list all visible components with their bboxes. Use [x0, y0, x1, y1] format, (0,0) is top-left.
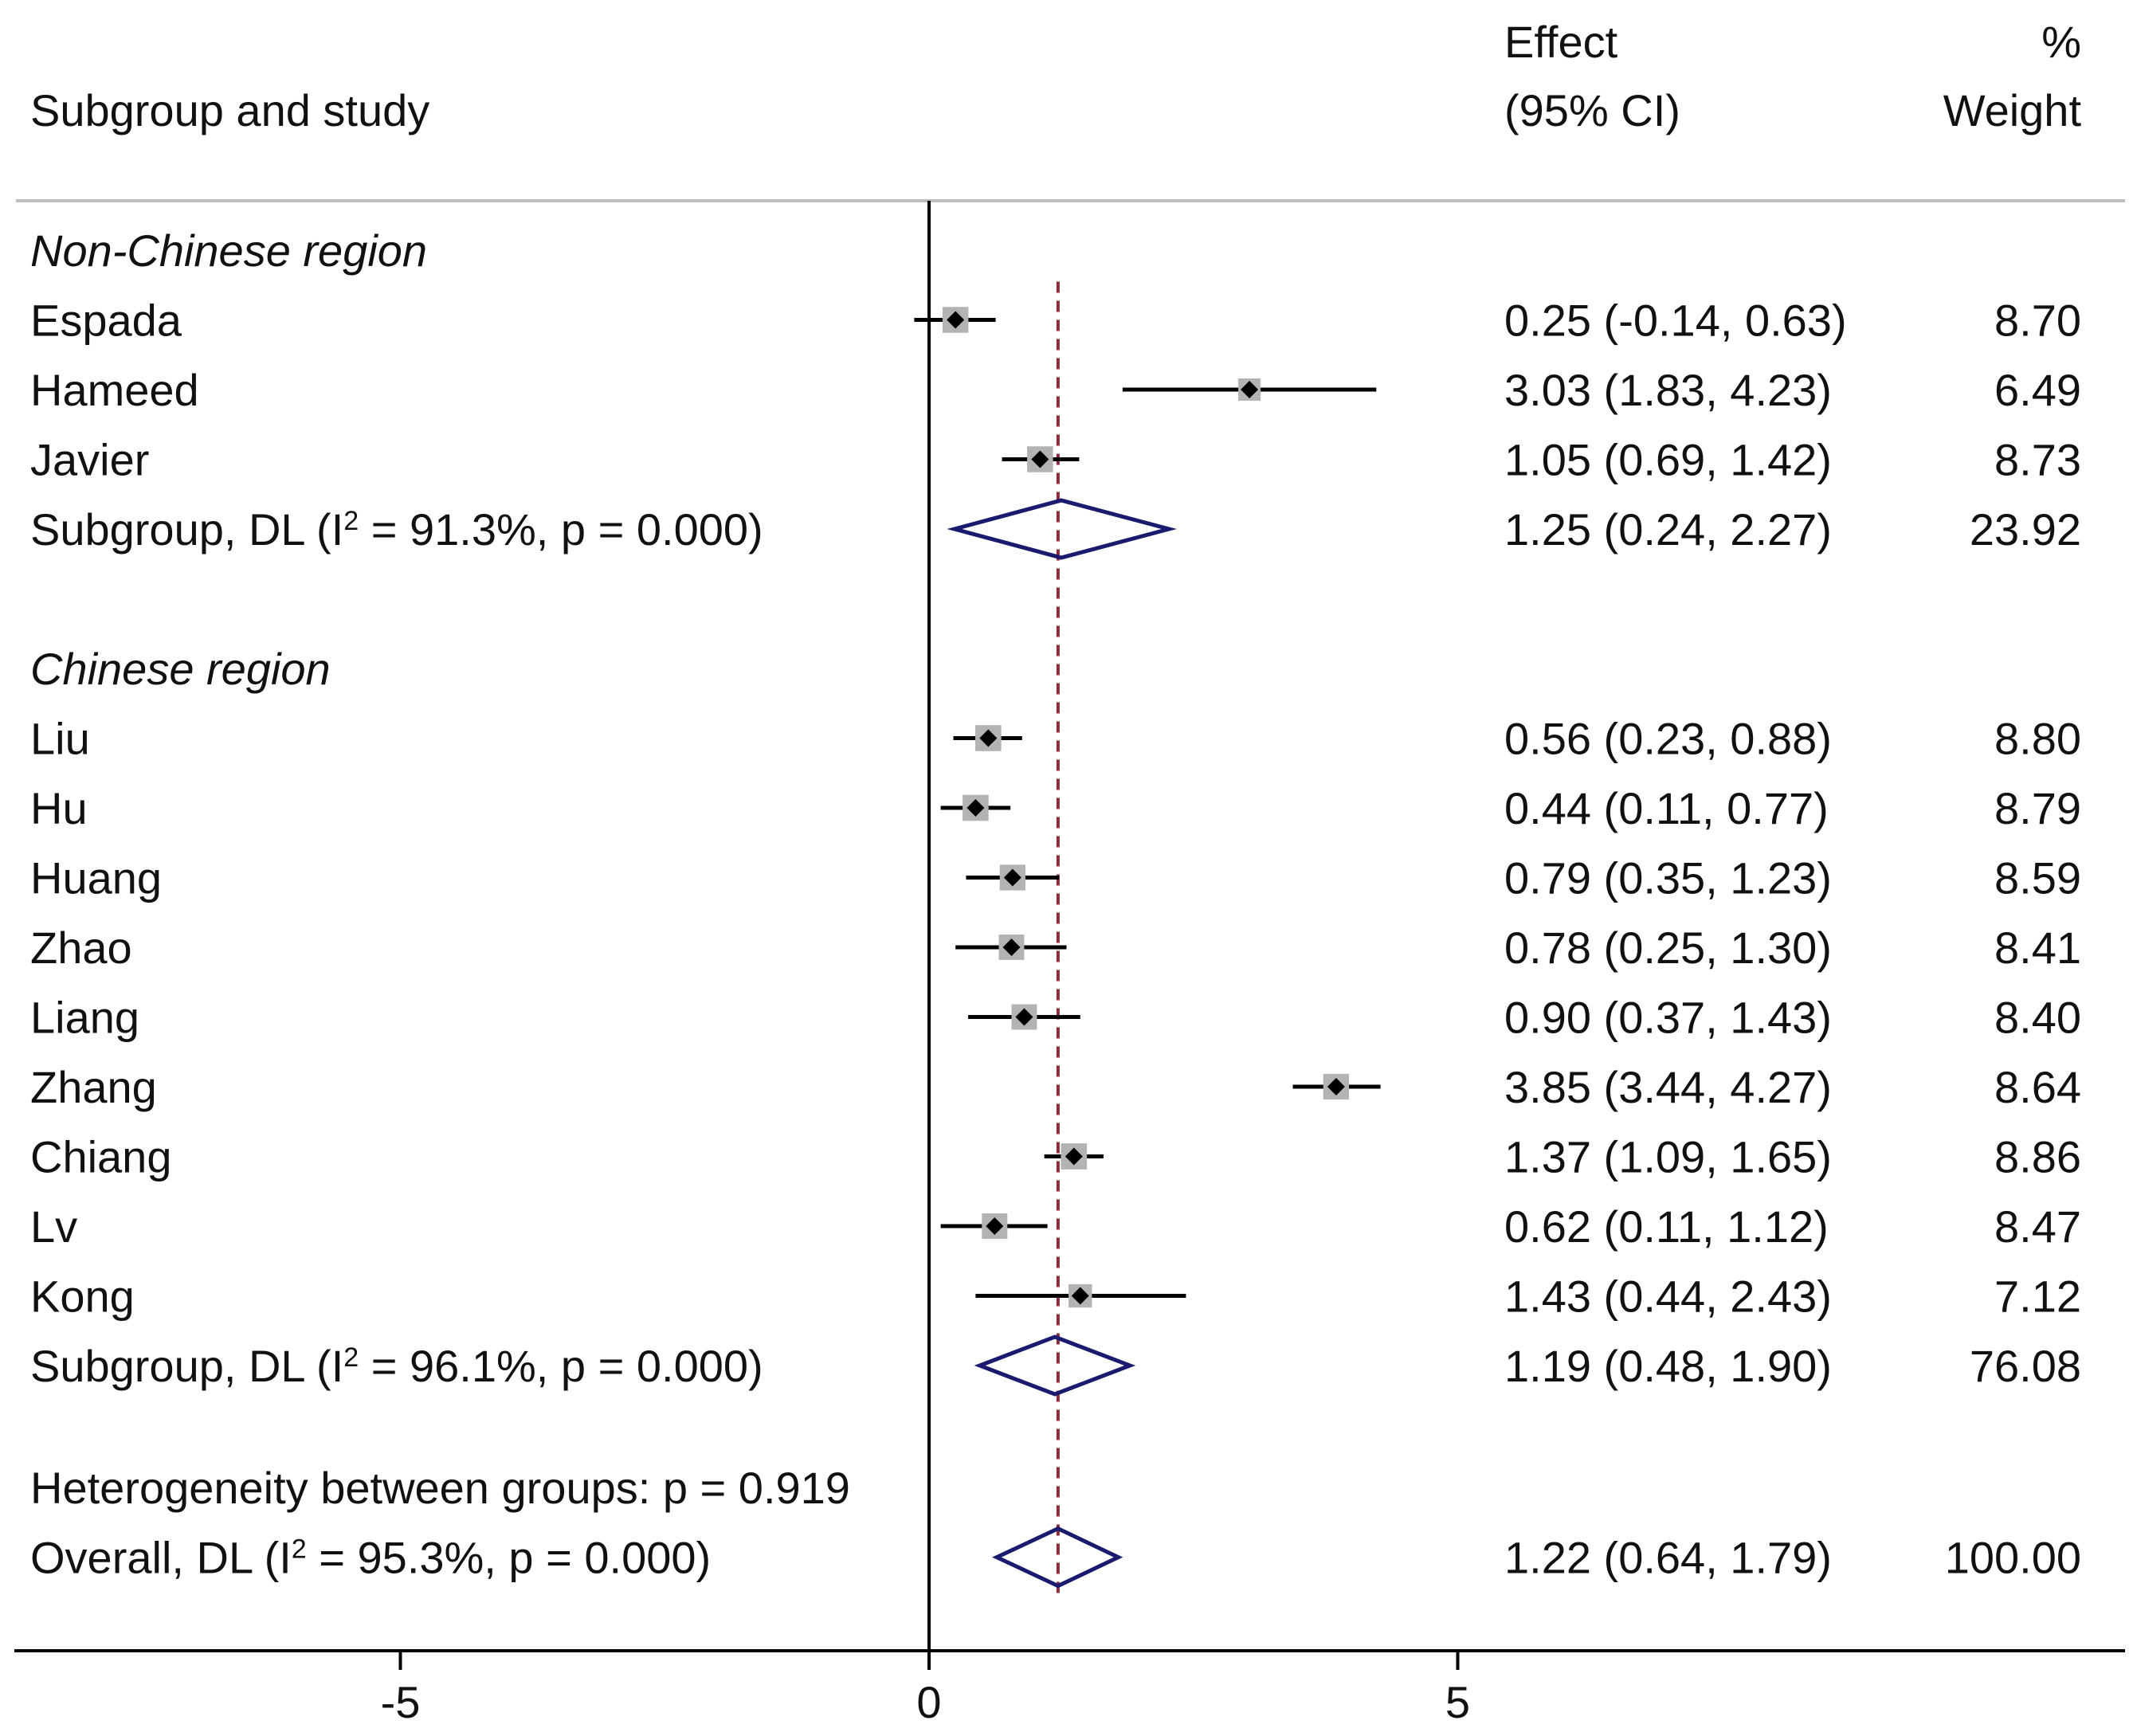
study-liang-effect-text: 0.90 (0.37, 1.43) — [1504, 993, 1832, 1043]
study-hu-label: Hu — [30, 783, 88, 833]
study-kong-weight-text: 7.12 — [1994, 1272, 2081, 1322]
study-lv-label: Lv — [30, 1201, 77, 1252]
subgroup-effect-text-1: 1.19 (0.48, 1.90) — [1504, 1341, 1832, 1391]
study-lv-weight-text: 8.47 — [1994, 1201, 2081, 1252]
overall-diamond — [992, 1526, 1123, 1589]
study-liang-point — [1015, 1008, 1033, 1026]
subgroup-label-1: Subgroup, DL (I2 = 96.1%, p = 0.000) — [30, 1341, 763, 1391]
study-espada-weight-text: 8.70 — [1994, 296, 2081, 346]
study-zhang-effect-text: 3.85 (3.44, 4.27) — [1504, 1062, 1832, 1112]
study-javier-effect-text: 1.05 (0.69, 1.42) — [1504, 435, 1832, 485]
study-liang-label: Liang — [30, 993, 139, 1043]
study-espada-point — [947, 311, 965, 329]
study-liu-weight-text: 8.80 — [1994, 714, 2081, 764]
study-hameed-label: Hameed — [30, 365, 199, 415]
study-hameed-effect-text: 3.03 (1.83, 4.23) — [1504, 365, 1832, 415]
x-tick-label-1: 0 — [916, 1677, 941, 1727]
subgroup-weight-text-1: 76.08 — [1970, 1341, 2081, 1391]
study-kong-point — [1071, 1287, 1089, 1305]
study-lv-point — [986, 1217, 1004, 1235]
study-zhao-point — [1002, 939, 1021, 956]
study-espada-label: Espada — [30, 296, 182, 346]
header-effect: Effect — [1504, 17, 1618, 67]
study-chiang-effect-text: 1.37 (1.09, 1.65) — [1504, 1132, 1832, 1182]
subgroup-label-0: Subgroup, DL (I2 = 91.3%, p = 0.000) — [30, 504, 763, 555]
study-hu-effect-text: 0.44 (0.11, 0.77) — [1504, 783, 1829, 833]
x-tick-label-2: 5 — [1445, 1677, 1470, 1727]
study-zhang-weight-text: 8.64 — [1994, 1062, 2081, 1112]
group-title-1: Chinese region — [30, 644, 331, 694]
overall-label: Overall, DL (I2 = 95.3%, p = 0.000) — [30, 1533, 711, 1583]
study-chiang-point — [1065, 1147, 1083, 1166]
study-javier-label: Javier — [30, 435, 149, 485]
study-espada-effect-text: 0.25 (-0.14, 0.63) — [1504, 296, 1847, 346]
study-huang-effect-text: 0.79 (0.35, 1.23) — [1504, 853, 1832, 903]
study-liang-weight-text: 8.40 — [1994, 993, 2081, 1043]
study-liu-label: Liu — [30, 714, 90, 764]
study-hu-point — [967, 799, 985, 817]
subgroup-diamond-0 — [947, 498, 1177, 560]
overall-weight-text: 100.00 — [1945, 1533, 2081, 1583]
heterogeneity-text: Heterogeneity between groups: p = 0.919 — [30, 1463, 850, 1513]
study-chiang-label: Chiang — [30, 1132, 171, 1182]
overall-effect-text: 1.22 (0.64, 1.79) — [1504, 1533, 1832, 1583]
study-hameed-point — [1241, 381, 1259, 398]
study-zhang-point — [1327, 1078, 1345, 1095]
study-hameed-weight-text: 6.49 — [1994, 365, 2081, 415]
study-hu-weight-text: 8.79 — [1994, 783, 2081, 833]
header-weight: Weight — [1943, 85, 2082, 135]
study-kong-label: Kong — [30, 1272, 135, 1322]
group-title-0: Non-Chinese region — [30, 225, 427, 276]
subgroup-diamond-1 — [974, 1334, 1136, 1397]
subgroup-effect-text-0: 1.25 (0.24, 2.27) — [1504, 504, 1832, 555]
study-liu-point — [979, 729, 998, 747]
study-zhao-weight-text: 8.41 — [1994, 923, 2081, 973]
header-percent: % — [2041, 17, 2081, 67]
study-kong-effect-text: 1.43 (0.44, 2.43) — [1504, 1272, 1832, 1322]
header-ci: (95% CI) — [1504, 85, 1680, 135]
study-zhao-effect-text: 0.78 (0.25, 1.30) — [1504, 923, 1832, 973]
study-liu-effect-text: 0.56 (0.23, 0.88) — [1504, 714, 1832, 764]
x-tick-label-0: -5 — [381, 1677, 421, 1727]
header-study: Subgroup and study — [30, 85, 429, 135]
study-huang-weight-text: 8.59 — [1994, 853, 2081, 903]
study-zhang-label: Zhang — [30, 1062, 157, 1112]
study-huang-label: Huang — [30, 853, 162, 903]
study-huang-point — [1003, 868, 1021, 887]
study-javier-point — [1031, 450, 1049, 468]
study-chiang-weight-text: 8.86 — [1994, 1132, 2081, 1182]
subgroup-weight-text-0: 23.92 — [1970, 504, 2081, 555]
study-lv-effect-text: 0.62 (0.11, 1.12) — [1504, 1201, 1829, 1252]
study-zhao-label: Zhao — [30, 923, 132, 973]
study-javier-weight-text: 8.73 — [1994, 435, 2081, 485]
